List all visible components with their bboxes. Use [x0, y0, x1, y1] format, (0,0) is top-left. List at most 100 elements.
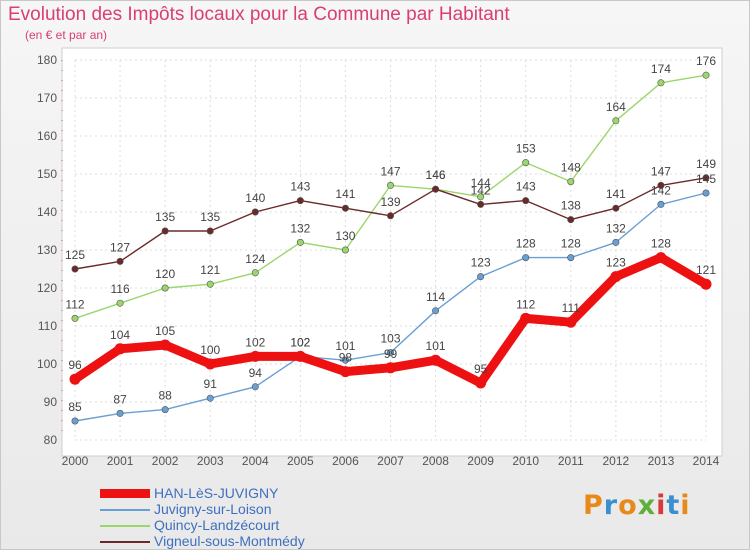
legend-swatch	[100, 489, 150, 498]
data-point	[612, 204, 620, 212]
data-point	[612, 117, 620, 125]
data-label: 132	[606, 221, 626, 235]
data-label: 146	[426, 168, 446, 182]
data-label: 85	[68, 400, 82, 414]
legend-swatch	[100, 525, 150, 527]
legend-label: HAN-LèS-JUVIGNY	[154, 485, 279, 501]
data-point	[702, 71, 710, 79]
data-point	[657, 181, 665, 189]
data-label: 147	[380, 164, 400, 178]
legend-label: Juvigny-sur-Loison	[154, 501, 272, 517]
data-label: 147	[651, 164, 671, 178]
data-label: 124	[245, 252, 265, 266]
data-label: 143	[290, 180, 310, 194]
data-label: 121	[200, 263, 220, 277]
data-label: 91	[204, 377, 218, 391]
data-point	[339, 366, 351, 378]
data-label: 112	[65, 297, 84, 311]
logo-letter: x	[637, 490, 657, 521]
data-point	[71, 265, 79, 273]
data-point	[702, 174, 710, 182]
data-point	[71, 314, 79, 322]
chart-subtitle: (en € et par an)	[25, 28, 108, 42]
y-tick-label: 130	[37, 243, 57, 257]
data-label: 99	[384, 347, 398, 361]
data-label: 144	[471, 176, 491, 190]
data-point	[341, 204, 349, 212]
data-label: 87	[113, 392, 127, 406]
data-point	[567, 178, 575, 186]
data-point	[477, 200, 485, 208]
data-point	[386, 181, 394, 189]
data-point	[386, 349, 394, 357]
y-tick-label: 90	[44, 395, 58, 409]
logo-letter: t	[666, 490, 681, 521]
logo-letter: o	[618, 490, 638, 521]
data-label: 102	[245, 335, 265, 349]
data-point	[567, 254, 575, 262]
data-label: 153	[516, 142, 536, 156]
chart-title: Evolution des Impôts locaux pour la Comm…	[8, 4, 510, 25]
y-tick-label: 100	[37, 357, 57, 371]
data-point	[161, 227, 169, 235]
y-tick-label: 120	[37, 281, 57, 295]
data-point	[386, 212, 394, 220]
data-point	[251, 383, 259, 391]
data-label: 102	[290, 335, 310, 349]
data-label: 120	[155, 267, 175, 281]
legend-swatch	[100, 509, 150, 511]
data-point	[522, 254, 530, 262]
x-tick-label: 2011	[558, 454, 584, 468]
data-point	[385, 362, 396, 374]
legend-label: Vigneul-sous-Montmédy	[154, 533, 305, 549]
data-point	[116, 409, 124, 417]
data-label: 146	[426, 168, 446, 182]
data-point	[206, 227, 214, 235]
data-point	[430, 354, 442, 366]
data-label: 148	[561, 161, 581, 175]
data-point	[69, 373, 81, 385]
data-label: 164	[606, 100, 626, 114]
data-label: 112	[516, 297, 535, 311]
data-label: 102	[290, 335, 310, 349]
data-label: 176	[696, 54, 716, 68]
data-label: 125	[65, 248, 85, 262]
data-point	[655, 252, 667, 264]
data-label: 143	[516, 180, 536, 194]
data-point	[700, 278, 712, 290]
x-tick-label: 2005	[287, 454, 314, 468]
data-label: 140	[245, 191, 265, 205]
data-label: 114	[426, 290, 445, 304]
data-point	[522, 197, 530, 205]
data-point	[114, 343, 126, 355]
data-point	[567, 216, 575, 224]
data-label: 103	[380, 332, 400, 346]
y-tick-label: 160	[37, 129, 57, 143]
x-tick-label: 2006	[332, 454, 359, 468]
data-point	[612, 238, 620, 246]
x-tick-label: 2003	[197, 454, 224, 468]
logo-letter: P	[583, 490, 604, 521]
legend-label: Quincy-Landzécourt	[154, 517, 280, 533]
x-tick-label: 2001	[107, 454, 134, 468]
data-point	[432, 307, 440, 315]
data-point	[251, 208, 259, 216]
data-label: 121	[696, 263, 716, 277]
data-label: 149	[696, 157, 716, 171]
data-label: 101	[335, 339, 355, 353]
data-point	[159, 339, 171, 351]
y-tick-label: 150	[37, 167, 57, 181]
data-label: 135	[155, 210, 175, 224]
data-label: 135	[200, 210, 220, 224]
logo-letter: i	[656, 490, 667, 521]
data-point	[161, 284, 169, 292]
x-tick-label: 2004	[242, 454, 269, 468]
data-label: 88	[158, 389, 172, 403]
data-point	[294, 350, 306, 362]
data-point	[657, 79, 665, 87]
data-point	[116, 299, 124, 307]
data-point	[204, 358, 216, 370]
data-point	[702, 189, 710, 197]
data-point	[206, 280, 214, 288]
data-label: 142	[471, 183, 491, 197]
